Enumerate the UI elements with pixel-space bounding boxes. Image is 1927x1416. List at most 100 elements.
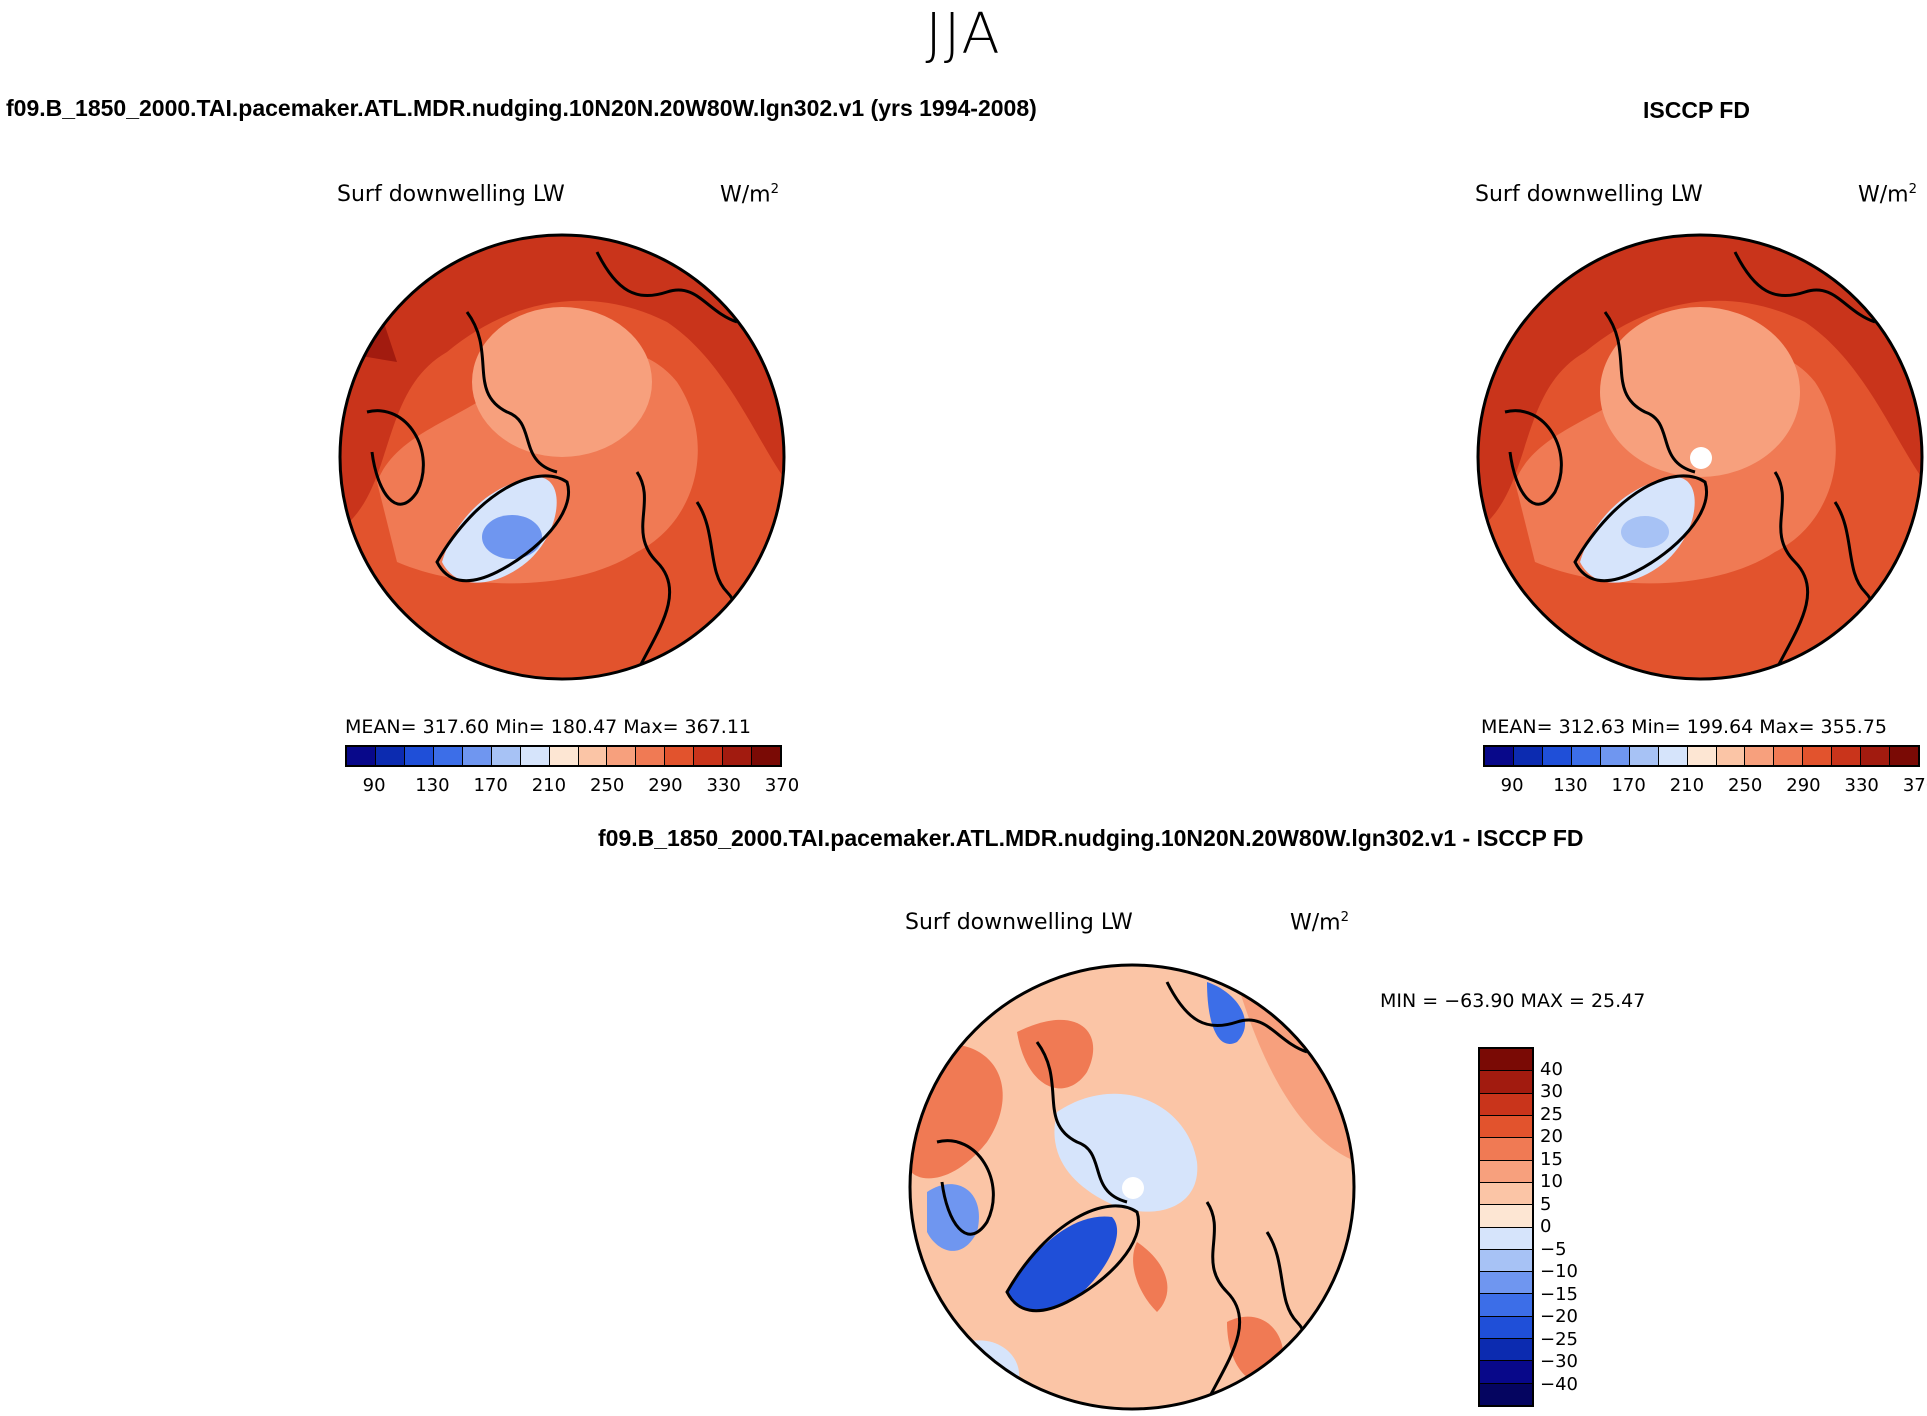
model-colorbar-swatch <box>752 747 781 765</box>
colorbar-tick-label: −20 <box>1540 1306 1578 1327</box>
figure-title: JJA <box>925 2 1002 67</box>
model-colorbar-swatch <box>404 747 434 765</box>
pole-missing-data <box>1690 447 1712 469</box>
colorbar-tick-label: 210 <box>1669 775 1705 796</box>
obs-colorbar-swatch <box>1861 747 1891 765</box>
diff-colorbar-swatch <box>1480 1272 1532 1295</box>
obs-colorbar-swatch <box>1513 747 1543 765</box>
model-colorbar-swatch <box>462 747 492 765</box>
obs-panel-title: ISCCP FD <box>1643 97 1750 123</box>
colorbar-tick-label: 210 <box>531 775 567 796</box>
colorbar-tick-label: 170 <box>473 775 508 796</box>
diff-colorbar-swatch <box>1480 1339 1532 1362</box>
obs-colorbar-swatch <box>1600 747 1630 765</box>
greenland-core-fill <box>482 515 542 559</box>
colorbar-tick-label: 250 <box>1728 775 1763 796</box>
greenland-fill <box>1007 1216 1118 1312</box>
colorbar-tick-label: 250 <box>590 775 625 796</box>
model-colorbar-ticks: 90 130 170 210 250 290 330 370 <box>345 775 800 799</box>
model-colorbar <box>345 745 782 767</box>
model-colorbar-swatch <box>723 747 753 765</box>
colorbar-tick-label: −40 <box>1540 1373 1578 1395</box>
colorbar-tick-label: 130 <box>1553 775 1588 796</box>
model-units-label: W/m2 <box>720 182 779 208</box>
obs-colorbar-swatch <box>1832 747 1862 765</box>
model-colorbar-swatch <box>607 747 637 765</box>
colorbar-tick-label: 130 <box>415 775 450 796</box>
model-colorbar-swatch <box>636 747 666 765</box>
obs-colorbar <box>1483 745 1920 767</box>
model-colorbar-swatch <box>520 747 550 765</box>
obs-colorbar-swatch <box>1485 747 1514 765</box>
colorbar-tick-label: 10 <box>1540 1171 1563 1192</box>
model-colorbar-swatch <box>375 747 405 765</box>
colorbar-tick-label: 5 <box>1540 1193 1552 1215</box>
diff-colorbar-swatch <box>1480 1205 1532 1228</box>
diff-colorbar-swatch <box>1480 1115 1532 1139</box>
model-panel-title: f09.B_1850_2000.TAI.pacemaker.ATL.MDR.nu… <box>6 95 1037 121</box>
diff-colorbar-swatch <box>1480 1071 1532 1094</box>
colorbar-tick-label: 40 <box>1540 1058 1563 1080</box>
diff-colorbar-swatch <box>1480 1383 1532 1405</box>
diff-colorbar-swatch <box>1480 1361 1532 1384</box>
diff-polar-map <box>908 963 1356 1411</box>
diff-colorbar-swatch <box>1480 1316 1532 1340</box>
colorbar-tick-label: 30 <box>1540 1081 1563 1102</box>
colorbar-tick-label: −25 <box>1540 1328 1578 1350</box>
obs-colorbar-swatch <box>1658 747 1688 765</box>
pole-missing-data <box>1122 1177 1144 1199</box>
obs-colorbar-swatch <box>1687 747 1717 765</box>
obs-polar-map <box>1476 233 1924 681</box>
arctic-ocean-fill <box>472 307 652 457</box>
model-colorbar-swatch <box>694 747 724 765</box>
diff-variable-label: Surf downwelling LW <box>905 910 1133 935</box>
diff-colorbar-swatch <box>1480 1249 1532 1273</box>
colorbar-tick-label: −30 <box>1540 1351 1578 1372</box>
obs-units-label: W/m2 <box>1858 182 1917 208</box>
colorbar-tick-label: 20 <box>1540 1126 1563 1147</box>
diff-panel-title: f09.B_1850_2000.TAI.pacemaker.ATL.MDR.nu… <box>598 825 1584 851</box>
diff-colorbar-swatch <box>1480 1138 1532 1161</box>
diff-stats: MIN = −63.90 MAX = 25.47 <box>1380 990 1646 1012</box>
colorbar-tick-label: 90 <box>362 775 386 796</box>
model-colorbar-swatch <box>549 747 579 765</box>
diff-colorbar-ticks: 40 30 25 20 15 10 5 0 −5 −10 −15 −20 −25 −30 −40 <box>1540 1047 1610 1407</box>
colorbar-tick-label: 90 <box>1500 775 1524 796</box>
colorbar-tick-label: 330 <box>1844 775 1879 796</box>
diff-colorbar-swatch <box>1480 1294 1532 1317</box>
model-colorbar-swatch <box>433 747 463 765</box>
obs-colorbar-swatch <box>1716 747 1746 765</box>
colorbar-tick-label: 370 <box>1902 775 1927 796</box>
diff-colorbar-swatch <box>1480 1093 1532 1116</box>
colorbar-tick-label: 290 <box>1786 775 1821 796</box>
diff-units-label: W/m2 <box>1290 910 1349 936</box>
model-colorbar-swatch <box>578 747 608 765</box>
colorbar-tick-label: −10 <box>1540 1261 1578 1282</box>
model-stats: MEAN= 317.60 Min= 180.47 Max= 367.11 <box>345 716 752 738</box>
colorbar-tick-label: −15 <box>1540 1283 1578 1305</box>
obs-colorbar-ticks: 90 130 170 210 250 290 330 370 <box>1483 775 1927 799</box>
diff-colorbar-swatch <box>1480 1182 1532 1206</box>
arctic-ocean-fill <box>1054 1093 1198 1212</box>
obs-stats: MEAN= 312.63 Min= 199.64 Max= 355.75 <box>1481 716 1888 738</box>
obs-colorbar-swatch <box>1803 747 1833 765</box>
colorbar-tick-label: 370 <box>764 775 800 796</box>
colorbar-tick-label: 0 <box>1540 1216 1552 1237</box>
model-variable-label: Surf downwelling LW <box>337 182 565 207</box>
model-colorbar-swatch <box>665 747 695 765</box>
diff-colorbar-swatch <box>1480 1160 1532 1183</box>
colorbar-tick-label: 290 <box>648 775 683 796</box>
model-colorbar-swatch <box>491 747 521 765</box>
colorbar-tick-label: 170 <box>1611 775 1646 796</box>
colorbar-tick-label: 15 <box>1540 1148 1563 1170</box>
obs-colorbar-swatch <box>1571 747 1601 765</box>
arctic-ocean-fill <box>1600 307 1800 477</box>
colorbar-tick-label: −5 <box>1540 1238 1567 1260</box>
diff-colorbar-swatch <box>1480 1049 1532 1072</box>
diff-colorbar-swatch <box>1480 1227 1532 1250</box>
obs-colorbar-swatch <box>1629 747 1659 765</box>
model-colorbar-swatch <box>347 747 376 765</box>
obs-colorbar-swatch <box>1745 747 1775 765</box>
obs-colorbar-swatch <box>1542 747 1572 765</box>
colorbar-tick-label: 25 <box>1540 1103 1563 1125</box>
